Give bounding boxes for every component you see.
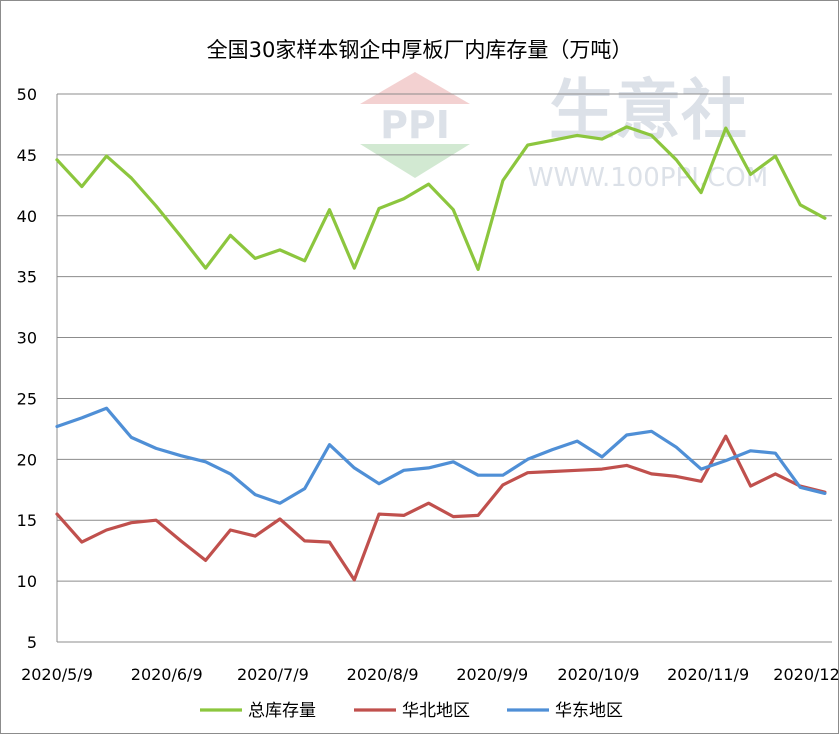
chart-title: 全国30家样本钢企中厚板厂内库存量（万吨） [206,38,633,62]
x-tick-label: 2020/12/9 [773,665,839,684]
y-tick-label: 15 [17,511,37,530]
y-axis-ticks: 5 10 15 20 25 30 35 40 45 50 [17,85,37,652]
y-tick-label: 10 [17,572,37,591]
series-lines [55,125,827,582]
watermark-logo-text: PPI [380,103,450,147]
x-tick-label: 2020/5/9 [21,665,93,684]
watermark-brand-text: 生意社 [549,72,747,149]
grid-lines [56,93,832,643]
x-tick-label: 2020/6/9 [131,665,203,684]
x-tick-label: 2020/9/9 [456,665,528,684]
y-tick-label: 40 [17,207,37,226]
legend-label: 总库存量 [248,701,316,721]
x-tick-label: 2020/11/9 [667,665,749,684]
legend: 总库存量 华北地区 华东地区 [200,701,623,721]
x-tick-label: 2020/8/9 [347,665,419,684]
series-line-3 [55,406,827,505]
watermark-url-text: WWW.100PPI.COM [528,163,768,193]
y-tick-label: 50 [17,85,37,104]
watermark-roof [360,72,470,104]
watermark-base [360,144,470,178]
legend-label: 华东地区 [555,701,623,721]
series-line-1 [55,125,827,271]
x-axis-ticks: 2020/5/9 2020/6/9 2020/7/9 2020/8/9 2020/9/9… [21,665,839,684]
y-tick-label: 5 [27,633,37,652]
x-tick-label: 2020/10/9 [557,665,639,684]
y-tick-label: 35 [17,268,37,287]
y-tick-label: 45 [17,146,37,165]
legend-label: 华北地区 [402,701,470,721]
y-tick-label: 20 [17,450,37,469]
series-line-2 [55,434,827,582]
y-tick-label: 25 [17,389,37,408]
y-tick-label: 30 [17,329,37,348]
x-tick-label: 2020/7/9 [237,665,309,684]
